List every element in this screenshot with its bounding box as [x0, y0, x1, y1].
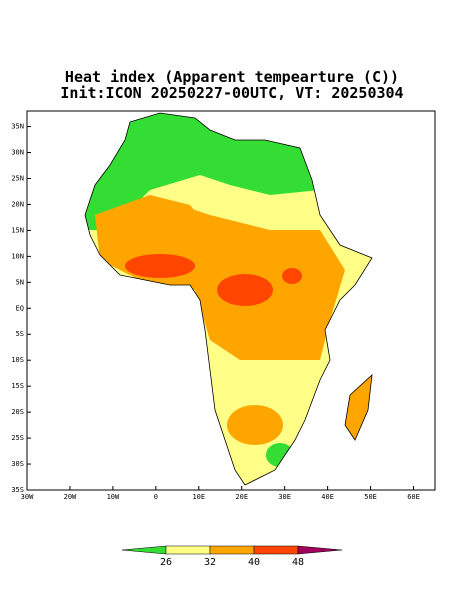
x-tick-label: 30E — [278, 493, 291, 501]
y-tick-label: 10N — [11, 252, 24, 260]
colorbar-label: 48 — [292, 557, 304, 568]
y-tick-label: 20N — [11, 200, 24, 208]
y-tick-label: 5S — [16, 330, 24, 338]
map-title: Heat index (Apparent tempearture (C)) — [65, 68, 399, 86]
y-tick-label: 30N — [11, 149, 24, 157]
colorbar-segment — [165, 545, 211, 555]
colorbar-arrow — [297, 545, 343, 555]
x-tick-label: 20E — [235, 493, 248, 501]
x-tick-label: 30W — [21, 493, 34, 501]
y-tick-label: 15N — [11, 226, 24, 234]
y-tick-label: 10S — [11, 356, 24, 364]
y-tick-label: 5N — [16, 278, 24, 286]
y-tick-label: 25S — [11, 434, 24, 442]
y-tick-label: EQ — [16, 304, 24, 312]
y-tick-label: 15S — [11, 382, 24, 390]
x-tick-label: 40E — [321, 493, 334, 501]
colorbar-label: 32 — [204, 557, 216, 568]
colorbar-label: 40 — [248, 557, 260, 568]
x-tick-label: 0 — [154, 493, 158, 501]
x-tick-label: 10E — [192, 493, 205, 501]
x-tick-label: 20W — [64, 493, 77, 501]
colorbar-segment — [209, 545, 255, 555]
colorbar-arrow — [121, 545, 167, 555]
y-tick-label: 30S — [11, 460, 24, 468]
colorbar-segment — [253, 545, 299, 555]
y-tick-label: 20S — [11, 408, 24, 416]
x-tick-label: 60E — [407, 493, 420, 501]
x-tick-label: 10W — [107, 493, 120, 501]
y-tick-label: 35S — [11, 486, 24, 494]
map-subtitle: Init:ICON 20250227-00UTC, VT: 20250304 — [60, 84, 403, 102]
y-tick-label: 35N — [11, 123, 24, 131]
colorbar-label: 26 — [160, 557, 172, 568]
y-tick-label: 25N — [11, 174, 24, 182]
madagascar — [344, 373, 373, 441]
x-tick-label: 50E — [364, 493, 377, 501]
